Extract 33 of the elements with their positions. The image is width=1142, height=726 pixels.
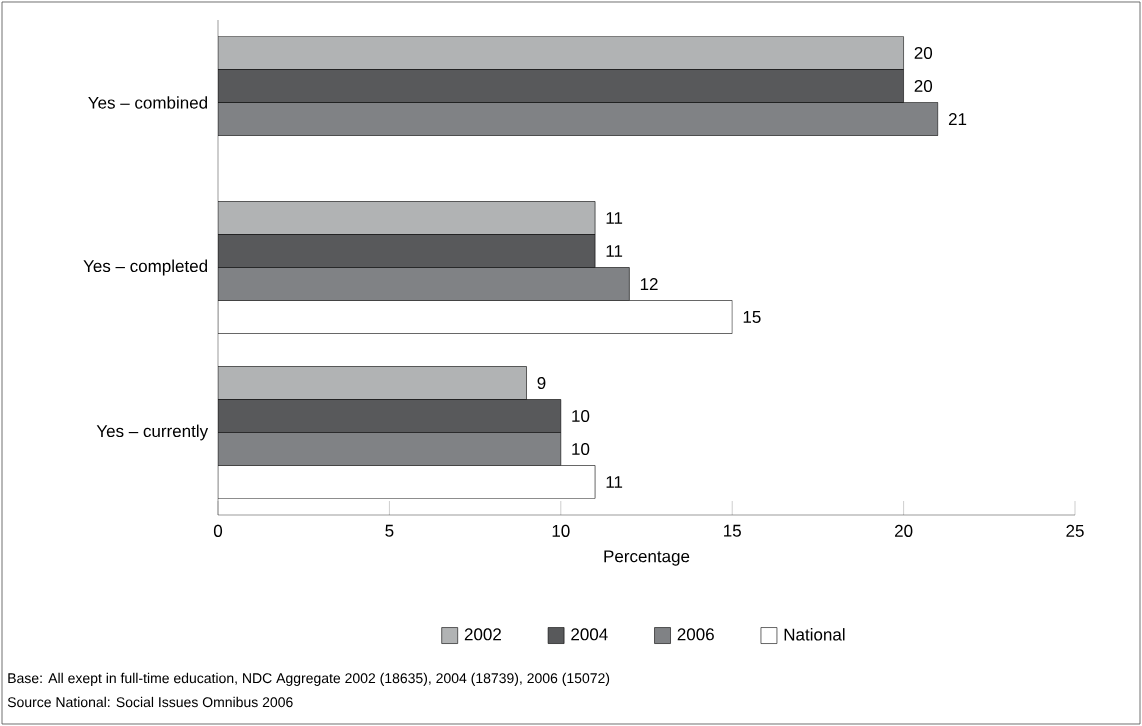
data-label: 9 bbox=[537, 376, 546, 390]
bar bbox=[218, 432, 562, 466]
legend-label: 2006 bbox=[677, 628, 714, 641]
x-tick-label: 25 bbox=[1066, 524, 1084, 537]
legend-label: National bbox=[784, 628, 845, 641]
data-label: 11 bbox=[606, 212, 623, 224]
data-label: 21 bbox=[948, 113, 967, 125]
text: Base: All exept in full-time education, NDC Aggregate 2002 (18635), 2004 (18739), 2006 (15072) bbox=[8, 672, 610, 686]
bar bbox=[218, 267, 630, 301]
y-tick-label: Yes – currently bbox=[96, 424, 209, 441]
x-tick-label: 10 bbox=[552, 524, 570, 537]
x-axis-title: Percentage bbox=[604, 550, 690, 566]
bar bbox=[218, 399, 562, 433]
y-tick-label: Yes – completed bbox=[83, 259, 208, 276]
y-tick-label: Yes – combined bbox=[88, 96, 208, 109]
bar bbox=[218, 69, 904, 103]
data-label: 11 bbox=[606, 245, 623, 257]
x-tick-label: 0 bbox=[213, 524, 223, 537]
bar bbox=[218, 102, 939, 136]
legend-label: 2004 bbox=[571, 628, 608, 641]
bar bbox=[218, 234, 596, 268]
x-tick-label: 5 bbox=[385, 524, 394, 537]
data-label: 20 bbox=[914, 79, 933, 93]
x-tick-label: 15 bbox=[724, 524, 741, 537]
x-tick-label: 20 bbox=[895, 524, 913, 537]
data-label: 15 bbox=[743, 311, 761, 323]
data-label: 12 bbox=[640, 278, 658, 290]
data-label: 11 bbox=[606, 476, 623, 488]
data-label: 10 bbox=[572, 409, 590, 423]
data-label: 20 bbox=[914, 46, 933, 60]
legend-label: 2002 bbox=[464, 628, 501, 641]
source-note: Source National: Social Issues Omnibus 2006 bbox=[7, 696, 293, 708]
data-label: 10 bbox=[572, 442, 590, 456]
